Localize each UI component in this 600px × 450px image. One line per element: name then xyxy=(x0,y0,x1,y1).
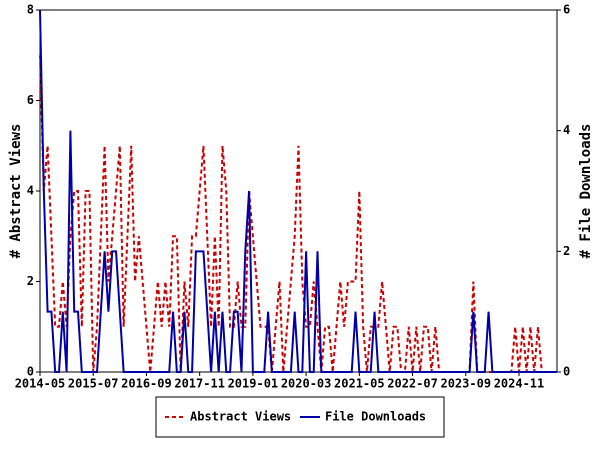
y-tick-label: 8 xyxy=(27,3,34,17)
y2-tick-label: 4 xyxy=(563,123,570,137)
plot-frame xyxy=(39,9,558,373)
legend-label: File Downloads xyxy=(325,410,426,424)
y2-tick-label: 0 xyxy=(563,365,570,379)
y2-tick-label: 6 xyxy=(563,3,570,17)
series-line xyxy=(39,55,557,373)
x-tick-label: 2023-09 xyxy=(440,377,491,391)
y-tick-label: 6 xyxy=(27,93,34,107)
y-tick-label: 2 xyxy=(27,274,34,288)
x-tick-label: 2015-07 xyxy=(68,377,119,391)
x-tick-label: 2016-09 xyxy=(121,377,172,391)
x-tick-label: 2020-03 xyxy=(281,377,332,391)
x-tick-label: 2014-05 xyxy=(15,377,66,391)
x-tick-label: 2021-05 xyxy=(334,377,385,391)
x-tick-label: 2017-11 xyxy=(174,377,225,391)
x-tick-label: 2024-11 xyxy=(494,377,545,391)
y2-tick-label: 2 xyxy=(563,244,570,258)
y-tick-label: 4 xyxy=(27,184,34,198)
x-tick-label: 2022-07 xyxy=(387,377,438,391)
legend-label: Abstract Views xyxy=(190,410,291,424)
y-axis-label: # Abstract Views xyxy=(8,124,24,259)
series-line xyxy=(39,9,557,373)
x-tick-label: 2019-01 xyxy=(228,377,279,391)
y-tick-label: 0 xyxy=(27,365,34,379)
y2-axis-label: # File Downloads xyxy=(578,124,594,259)
